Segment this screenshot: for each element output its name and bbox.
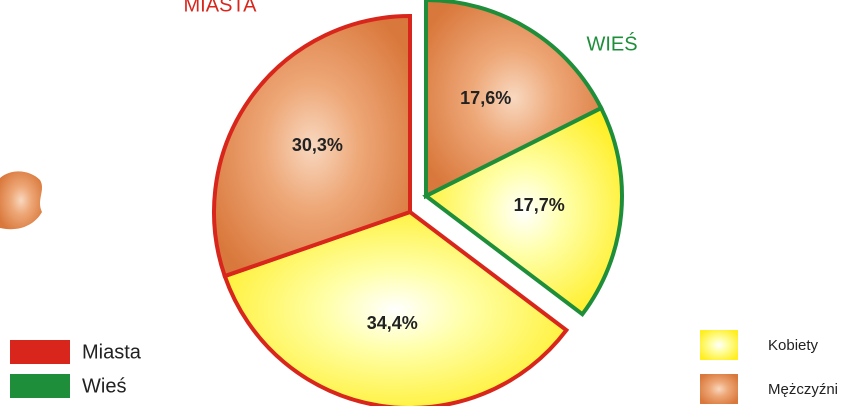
group-label: WIEŚ [586, 31, 637, 55]
legend-label: Miasta [82, 341, 142, 363]
legend-swatch [10, 340, 70, 364]
pie-slice [212, 13, 412, 279]
value-label: 17,6% [460, 88, 511, 108]
legend-swatch [700, 330, 738, 360]
pie-slice [424, 0, 604, 200]
pie-slice [422, 105, 624, 317]
legend-swatch [700, 374, 738, 404]
legend-label: Kobiety [768, 337, 819, 354]
legend-label: Mężczyźni [768, 381, 838, 398]
value-label: 17,7% [514, 195, 565, 215]
legend-swatch [10, 374, 70, 398]
group-label: MIASTA [184, 0, 258, 16]
value-label: 34,4% [367, 313, 418, 333]
legend-label: Wieś [82, 375, 126, 397]
value-label: 30,3% [292, 135, 343, 155]
decoration [0, 171, 42, 230]
